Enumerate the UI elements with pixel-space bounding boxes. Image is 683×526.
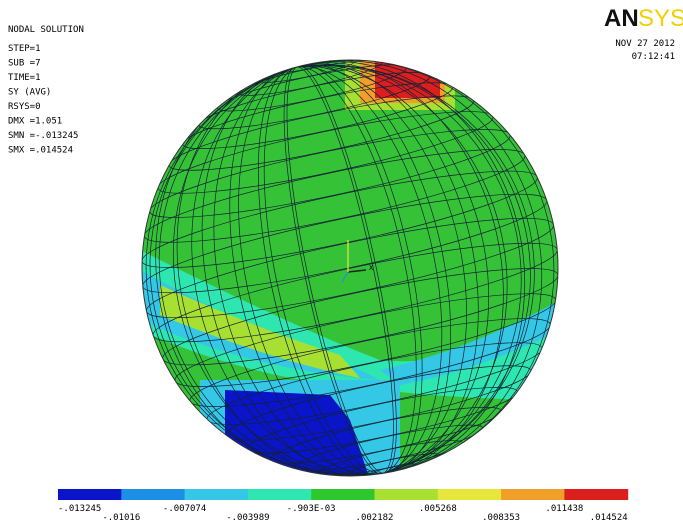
logo-bold: AN [604,5,639,32]
header-title: NODAL SOLUTION [8,25,84,35]
header-line: SY (AVG) [8,88,51,98]
legend-label: .008353 [482,513,520,523]
legend-swatch [185,489,249,500]
header-line: SUB =7 [8,59,41,69]
legend-swatch [438,489,502,500]
header-line: SMN =-.013245 [8,131,78,141]
legend-label: -.903E-03 [287,504,336,514]
legend-swatch [248,489,312,500]
header-line: RSYS=0 [8,102,41,112]
legend-label: .014524 [590,513,628,523]
time: 07:12:41 [632,52,675,62]
header-line: DMX =1.051 [8,117,62,127]
legend-swatch [501,489,565,500]
legend-swatch [121,489,185,500]
legend-label: .002182 [356,513,394,523]
header-line: SMX =.014524 [8,146,73,156]
legend-label: -.007074 [163,504,206,514]
date: NOV 27 2012 [615,39,675,49]
legend-label: .005268 [419,504,457,514]
legend-label: -.013245 [58,504,101,514]
legend-label: .011438 [545,504,583,514]
legend-swatch [58,489,122,500]
screen: NODAL SOLUTION STEP=1 SUB =7 TIME=1 SY (AVG… [0,0,683,526]
legend-swatch [375,489,439,500]
legend-swatch [564,489,628,500]
logo-light: SYS [638,5,683,32]
legend-label: -.01016 [102,513,140,523]
legend-swatch [311,489,375,500]
header-line: STEP=1 [8,44,41,54]
header-line: TIME=1 [8,73,41,83]
legend-label: -.003989 [226,513,269,523]
